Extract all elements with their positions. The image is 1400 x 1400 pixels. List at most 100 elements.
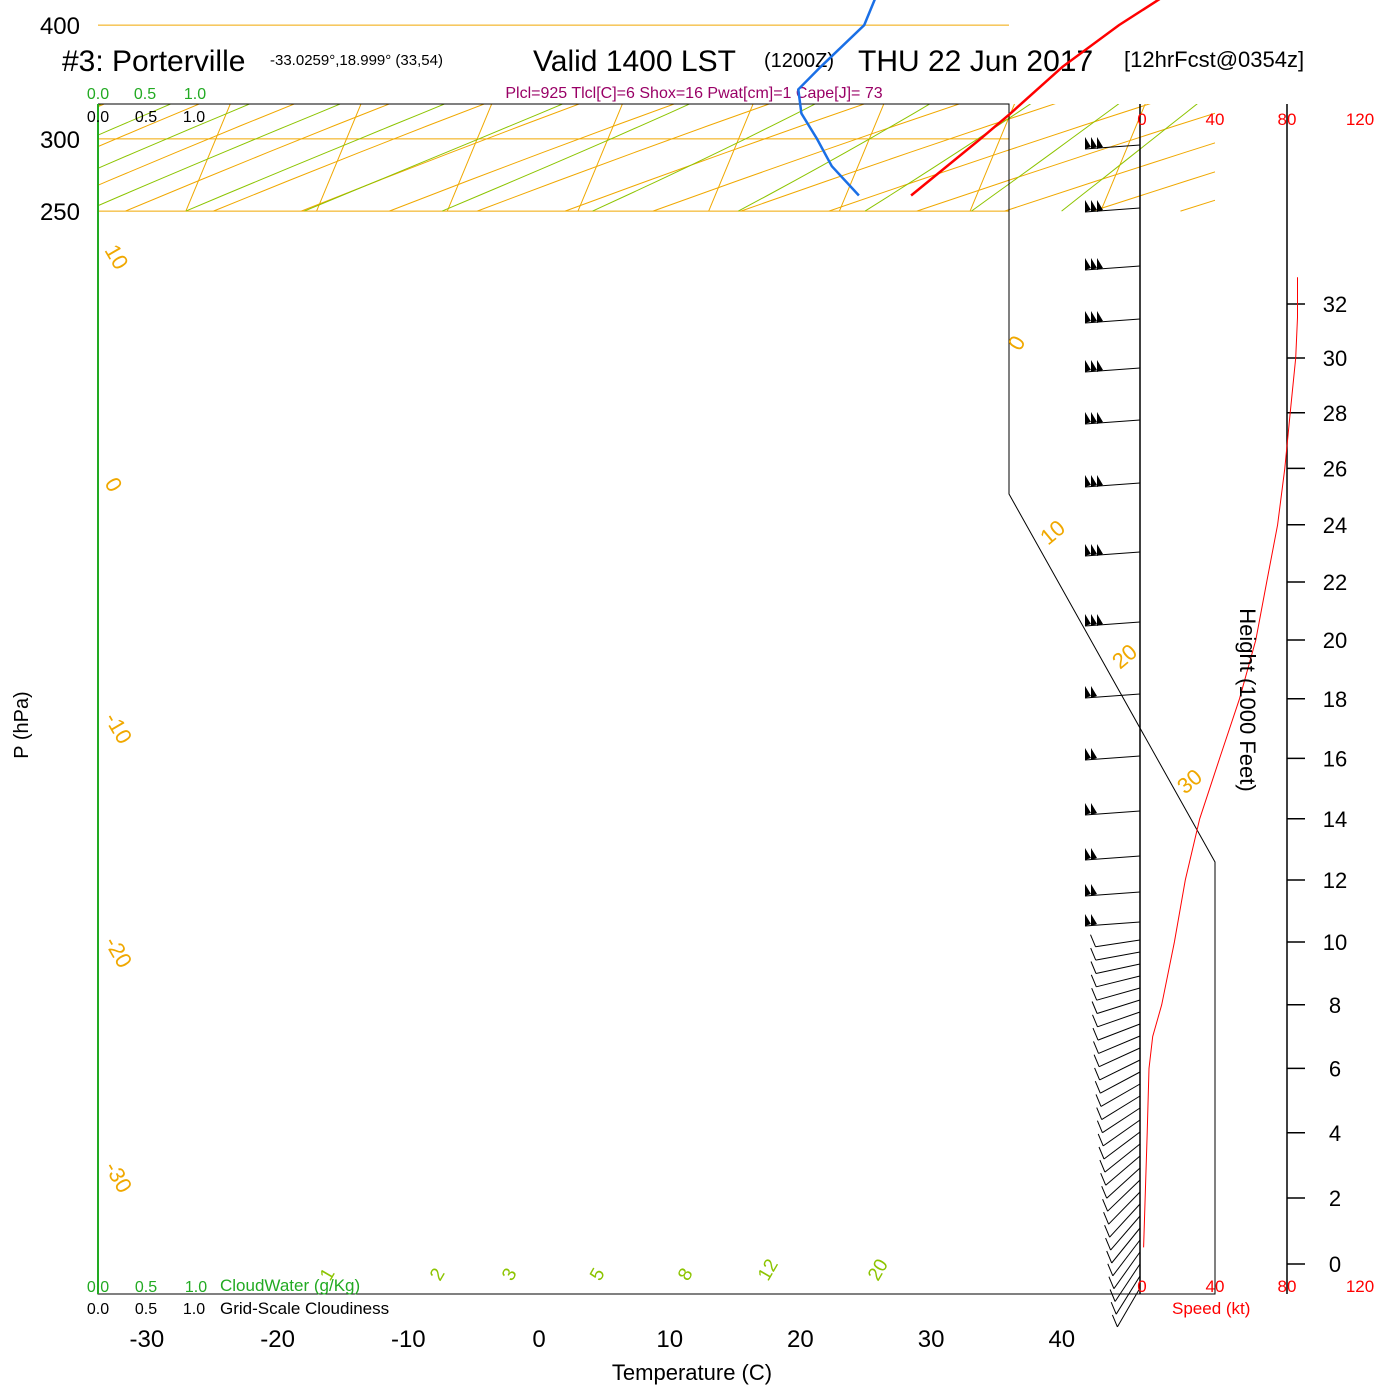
dry-adiabat-line <box>0 0 684 211</box>
wind-barb-flag <box>1085 914 1091 926</box>
wind-barb-shaft <box>1096 987 1141 1001</box>
isotherm-label: 20 <box>1107 639 1142 674</box>
wind-barb-shaft <box>1084 318 1141 324</box>
isotherm-line <box>969 104 1016 212</box>
height-tick-2: 2 <box>1329 1186 1341 1211</box>
wind-barb-feather <box>1106 1250 1113 1264</box>
cloudiness-tick-top-1: 0.5 <box>135 109 157 126</box>
wind-barbs <box>1084 104 1141 1328</box>
moist-adiabat-line <box>185 104 446 212</box>
isotherm-line <box>1100 104 1146 212</box>
dry-adiabat-line <box>1004 142 1215 212</box>
wind-barb-shaft <box>1084 551 1141 557</box>
wind-barb-flag <box>1097 544 1103 556</box>
wind-barb-flag <box>1085 311 1091 323</box>
wind-barb-flag <box>1097 311 1103 323</box>
wind-barb-shaft <box>1097 1011 1141 1028</box>
moist-adiabat-line <box>0 0 1153 211</box>
wind-barb-shaft <box>1102 1119 1141 1147</box>
wind-barb-flag <box>1091 475 1097 487</box>
wind-barb-flag <box>1091 748 1097 760</box>
dry-adiabat-lines <box>0 0 1215 212</box>
moist-adiabat-label: 12 <box>754 1256 783 1285</box>
wind-barb-flag <box>1091 914 1097 926</box>
cloudwater-tick-top-0: 0.0 <box>87 86 109 103</box>
wind-barb-shaft <box>1101 1095 1141 1121</box>
wind-barb-flag <box>1085 686 1091 698</box>
wind-barb-flag <box>1085 544 1091 556</box>
height-tick-30: 30 <box>1323 346 1347 371</box>
height-tick-6: 6 <box>1329 1056 1341 1081</box>
dry-adiabat-line <box>0 0 816 211</box>
isotherm-line <box>838 104 885 212</box>
wind-barb-flag <box>1097 412 1103 424</box>
mixing-ratio-line <box>934 0 1263 25</box>
wind-speed-profile <box>1143 277 1298 1248</box>
plot-frame <box>97 103 1216 1295</box>
wind-barb-flag <box>1091 200 1097 212</box>
wind-barb-shaft <box>1099 1059 1141 1081</box>
wind-barb-feather <box>1092 1027 1099 1041</box>
dewpoint-line <box>796 0 876 197</box>
moist-adiabat-label: 20 <box>864 1256 893 1285</box>
dry-adiabat-line <box>301 104 581 212</box>
wind-barb-flag <box>1091 360 1097 372</box>
wind-barb-shaft <box>1084 207 1141 213</box>
mixing-ratio-line <box>1014 0 1352 25</box>
height-tick-18: 18 <box>1323 687 1347 712</box>
wind-barb-feather <box>1090 961 1097 974</box>
isotherm-label: 10 <box>100 240 134 274</box>
moist-adiabat-line <box>864 104 1032 212</box>
isotherm-label: -10 <box>100 708 138 748</box>
temperature-tick--30: -30 <box>130 1326 165 1353</box>
wind-barb-feather <box>1094 1067 1101 1081</box>
isotherm-line <box>98 104 101 110</box>
temperature-tick-10: 10 <box>656 1326 683 1353</box>
height-tick-12: 12 <box>1323 868 1347 893</box>
wind-barb-shaft <box>1115 1275 1141 1315</box>
wind-barb-shaft <box>1116 1287 1141 1328</box>
mixing-ratio-line <box>687 0 989 25</box>
wind-barb-flag <box>1091 884 1097 896</box>
dry-adiabat-line <box>0 0 1214 211</box>
wind-barb-flag <box>1091 803 1097 815</box>
wind-barb-shaft <box>1095 951 1141 961</box>
y-axis-title: P (hPa) <box>11 691 33 758</box>
cloudiness-tick-bottom-2: 1.0 <box>183 1301 205 1318</box>
cloudiness-label: Grid-Scale Cloudiness <box>220 1299 389 1318</box>
cloudwater-tick-top-1: 0.5 <box>134 86 156 103</box>
dry-adiabat-line <box>564 104 866 212</box>
isotherm-label: 30 <box>1172 764 1207 799</box>
dry-adiabat-line <box>125 104 391 212</box>
wind-barb-flag <box>1097 137 1103 149</box>
dry-adiabat-line <box>1092 171 1215 212</box>
moist-adiabat-label: 5 <box>586 1265 609 1285</box>
isobar-lines <box>98 24 1009 212</box>
wind-barb-feather <box>1102 1199 1109 1212</box>
wind-barb-shaft <box>1097 1023 1141 1041</box>
cloudiness-tick-top-0: 0.0 <box>87 109 109 126</box>
height-tick-4: 4 <box>1329 1121 1341 1146</box>
isotherm-line <box>316 104 362 212</box>
wind-barb-feather <box>1096 1120 1103 1133</box>
temperature-tick-0: 0 <box>532 1326 545 1353</box>
stability-indices: Plcl=925 Tlcl[C]=6 Shox=16 Pwat[cm]=1 Ca… <box>505 85 882 102</box>
wind-barb-flag <box>1085 412 1091 424</box>
moist-adiabat-label: 2 <box>426 1265 449 1285</box>
moist-adiabat-line <box>738 104 931 212</box>
moist-adiabat-line <box>98 104 172 136</box>
moist-adiabat-line <box>0 0 1101 211</box>
dry-adiabat-line <box>0 0 1081 211</box>
wind-barb-flag <box>1091 137 1097 149</box>
wind-barb-feather <box>1095 1094 1102 1107</box>
wind-barb-shaft <box>1095 963 1141 974</box>
dry-adiabat-line <box>1180 199 1215 212</box>
wind-barb-feather <box>1090 947 1097 961</box>
cloudwater-label: CloudWater (g/Kg) <box>220 1276 360 1295</box>
dry-adiabat-line <box>0 0 551 211</box>
height-tick-16: 16 <box>1323 746 1347 771</box>
speed-tick-bottom-120: 120 <box>1346 1277 1374 1296</box>
